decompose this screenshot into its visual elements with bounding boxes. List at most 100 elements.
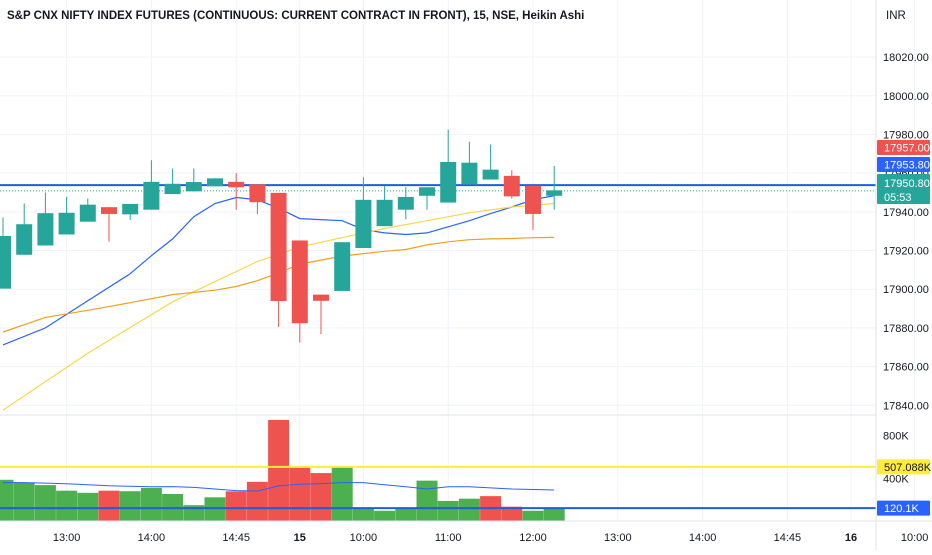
candle-body[interactable]	[37, 213, 54, 246]
moving-average-line	[2, 202, 555, 411]
time-tick-label: 14:45	[774, 532, 802, 544]
time-tick-label: 15	[294, 532, 306, 544]
candle-body[interactable]	[419, 187, 435, 196]
candle-body[interactable]	[270, 192, 287, 302]
volume-bar[interactable]	[34, 485, 56, 521]
candle-body[interactable]	[440, 161, 457, 203]
candle-body[interactable]	[228, 181, 245, 188]
volume-badge-current-bg	[877, 500, 930, 516]
volume-bar[interactable]	[13, 482, 35, 521]
price-tick-label: 17840.00	[883, 400, 929, 412]
candle-body[interactable]	[482, 169, 499, 180]
volume-tick-label: 400K	[883, 473, 909, 485]
candle-body[interactable]	[249, 184, 266, 203]
volume-bar[interactable]	[140, 487, 162, 521]
price-tick-label: 17860.00	[883, 362, 929, 374]
candle-body[interactable]	[164, 183, 181, 195]
countdown-label: 05:53	[884, 192, 912, 204]
candle-body[interactable]	[143, 181, 160, 210]
time-tick-label: 13:00	[604, 532, 632, 544]
volume-badge-ma: 507.088K	[884, 462, 932, 474]
candle-body[interactable]	[16, 224, 33, 255]
candle-body[interactable]	[355, 199, 372, 249]
price-tick-label: 18000.00	[883, 91, 929, 103]
axis-price-labels: 17957.00 17953.80 17950.80 05:53 507.088K 120…	[877, 140, 932, 516]
candle-body[interactable]	[461, 162, 478, 185]
volume-bar[interactable]	[522, 510, 544, 521]
volume-ma-line	[3, 482, 555, 492]
price-badge-blue: 17953.80	[884, 160, 930, 172]
time-tick-label: 14:45	[222, 532, 250, 544]
volume-badge-ma-bg	[877, 459, 930, 475]
candle-body[interactable]	[185, 182, 202, 192]
price-tick-label: 17940.00	[883, 207, 929, 219]
volume-bar[interactable]	[56, 490, 78, 521]
volume-bar[interactable]	[310, 473, 332, 521]
candle-body[interactable]	[58, 212, 75, 235]
price-badge-current: 17950.80	[884, 178, 930, 190]
volume-bar[interactable]	[416, 480, 438, 521]
volume-bar[interactable]	[0, 479, 14, 521]
price-badge-red: 17957.00	[884, 143, 930, 155]
candle-body[interactable]	[503, 175, 520, 197]
volume-bar[interactable]	[543, 508, 565, 521]
candle-body[interactable]	[313, 294, 329, 301]
candle-body[interactable]	[546, 190, 563, 196]
time-tick-label: 14:00	[689, 532, 717, 544]
candle-body[interactable]	[122, 203, 139, 215]
volume-lines	[0, 465, 876, 510]
volume-bar[interactable]	[437, 500, 459, 521]
volume-bar[interactable]	[289, 467, 311, 521]
candles[interactable]	[0, 129, 563, 343]
volume-tick-label: 800K	[883, 431, 909, 443]
candle-body[interactable]	[397, 196, 414, 210]
candle-body[interactable]	[376, 199, 393, 227]
volume-bar[interactable]	[119, 491, 141, 521]
price-tick-label: 17920.00	[883, 246, 929, 258]
time-tick-label: 13:00	[53, 532, 81, 544]
volume-bar[interactable]	[98, 490, 120, 521]
time-tick-label: 10:00	[901, 532, 929, 544]
volume-badge-current: 120.1K	[884, 503, 920, 515]
moving-average-line	[2, 195, 555, 346]
price-lines	[0, 184, 876, 192]
volume-bar[interactable]	[374, 510, 396, 521]
price-badge-current-bg	[877, 174, 930, 204]
volume-bar[interactable]	[352, 508, 374, 521]
candle-body[interactable]	[334, 242, 351, 291]
candle-body[interactable]	[0, 236, 11, 289]
candle-body[interactable]	[525, 185, 541, 214]
candle-body[interactable]	[101, 207, 117, 214]
price-tick-label: 17900.00	[883, 284, 929, 296]
chart-title: S&P CNX NIFTY INDEX FUTURES (CONTINUOUS:…	[7, 10, 584, 22]
candle-body[interactable]	[291, 240, 308, 324]
candle-body[interactable]	[79, 204, 96, 222]
price-tick-label: 17880.00	[883, 323, 929, 335]
time-tick-label: 11:00	[435, 532, 462, 544]
candle-body[interactable]	[207, 178, 223, 187]
volume-bar[interactable]	[501, 506, 523, 521]
time-tick-label: 16	[845, 532, 857, 544]
moving-averages	[2, 195, 555, 411]
currency-label: INR	[886, 10, 906, 22]
volume-bar[interactable]	[225, 491, 247, 521]
volume-bar[interactable]	[246, 481, 268, 521]
price-badge-blue-bg	[877, 157, 930, 172]
price-tick-label: 17980.00	[883, 129, 929, 141]
volume-bars[interactable]	[0, 420, 565, 521]
moving-average-line	[2, 236, 555, 333]
volume-bar[interactable]	[77, 492, 99, 521]
volume-bar[interactable]	[395, 508, 417, 521]
price-badge-red-bg	[877, 140, 930, 155]
volume-bar[interactable]	[331, 466, 353, 521]
volume-bar[interactable]	[268, 420, 290, 521]
time-tick-label: 14:00	[138, 532, 166, 544]
price-tick-label: 18020.00	[883, 52, 929, 64]
time-tick-label: 12:00	[519, 532, 547, 544]
volume-bar[interactable]	[458, 498, 480, 521]
grid	[0, 0, 916, 521]
time-tick-label: 10:00	[350, 532, 378, 544]
